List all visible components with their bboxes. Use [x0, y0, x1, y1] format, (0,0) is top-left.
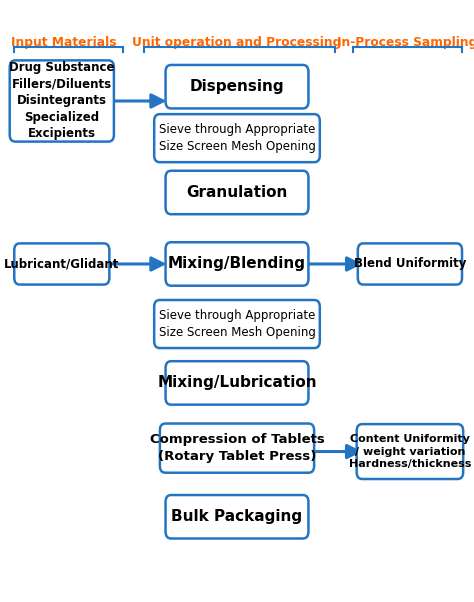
Text: Sieve through Appropriate
Size Screen Mesh Opening: Sieve through Appropriate Size Screen Me…	[159, 123, 315, 153]
Text: Bulk Packaging: Bulk Packaging	[172, 509, 302, 524]
Text: Mixing/Blending: Mixing/Blending	[168, 256, 306, 272]
Text: Blend Uniformity: Blend Uniformity	[354, 258, 466, 270]
FancyBboxPatch shape	[9, 60, 114, 141]
FancyBboxPatch shape	[165, 361, 309, 405]
Text: Content Uniformity
/ weight variation
Hardness/thickness: Content Uniformity / weight variation Ha…	[349, 434, 471, 470]
Text: Dispensing: Dispensing	[190, 79, 284, 94]
FancyBboxPatch shape	[160, 424, 314, 473]
FancyBboxPatch shape	[358, 243, 462, 285]
FancyBboxPatch shape	[165, 495, 309, 538]
FancyBboxPatch shape	[14, 243, 109, 285]
FancyBboxPatch shape	[154, 114, 320, 162]
FancyBboxPatch shape	[356, 424, 463, 479]
Text: Compression of Tablets
(Rotary Tablet Press): Compression of Tablets (Rotary Tablet Pr…	[150, 433, 324, 463]
Text: In-Process Sampling: In-Process Sampling	[337, 36, 474, 49]
FancyBboxPatch shape	[154, 300, 320, 348]
FancyBboxPatch shape	[165, 171, 309, 214]
FancyBboxPatch shape	[165, 242, 309, 286]
Text: Mixing/Lubrication: Mixing/Lubrication	[157, 376, 317, 391]
Text: Unit operation and Processing: Unit operation and Processing	[132, 36, 342, 49]
Text: Sieve through Appropriate
Size Screen Mesh Opening: Sieve through Appropriate Size Screen Me…	[159, 309, 315, 339]
Text: Drug Substance
Fillers/Diluents
Disintegrants
Specialized
Excipients: Drug Substance Fillers/Diluents Disinteg…	[9, 61, 115, 140]
FancyBboxPatch shape	[165, 65, 309, 108]
Text: Input Materials: Input Materials	[11, 36, 117, 49]
Text: Granulation: Granulation	[186, 185, 288, 200]
Text: Lubricant/Glidant: Lubricant/Glidant	[4, 258, 119, 270]
